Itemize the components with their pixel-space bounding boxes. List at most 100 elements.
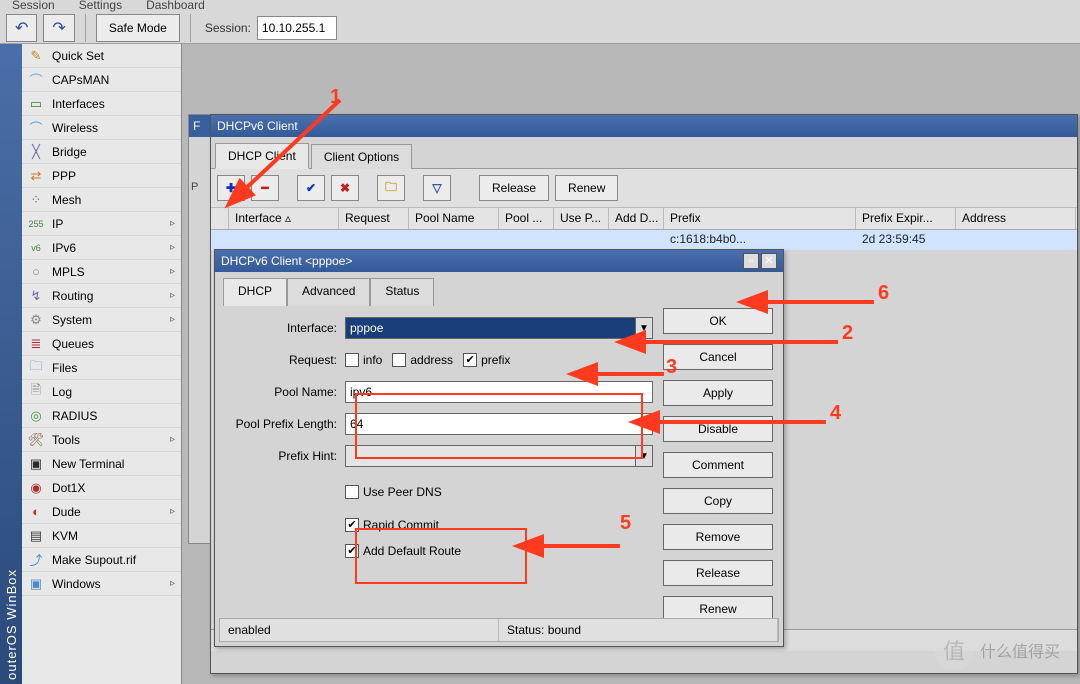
comment-button[interactable]: Comment <box>663 452 773 478</box>
separator <box>85 14 86 42</box>
filter-button[interactable]: ▽ <box>423 175 451 201</box>
column-header[interactable]: Address <box>956 208 1076 229</box>
interface-combo[interactable]: pppoe <box>345 317 636 339</box>
sidebar-item-log[interactable]: 🗎Log <box>22 380 181 404</box>
remove-button[interactable]: ━ <box>251 175 279 201</box>
column-header[interactable] <box>211 208 229 229</box>
cell <box>229 230 339 250</box>
checkbox-rapid-commit[interactable]: ✔ Rapid Commit <box>345 518 439 532</box>
checkbox-use-peer-dns[interactable]: Use Peer DNS <box>345 485 442 499</box>
copy-button[interactable]: Copy <box>663 488 773 514</box>
menu-icon: ⌒ <box>28 120 44 136</box>
sidebar-item-radius[interactable]: ◎RADIUS <box>22 404 181 428</box>
sidebar-item-queues[interactable]: ≣Queues <box>22 332 181 356</box>
sidebar-item-mpls[interactable]: ○MPLS▹ <box>22 260 181 284</box>
submenu-arrow-icon: ▹ <box>170 314 175 325</box>
checkbox-prefix[interactable]: ✔ prefix <box>463 353 510 367</box>
disable-button[interactable]: ✖ <box>331 175 359 201</box>
disable-button[interactable]: Disable <box>663 416 773 442</box>
sidebar-item-files[interactable]: 🗀Files <box>22 356 181 380</box>
submenu-arrow-icon: ▹ <box>170 506 175 517</box>
window-titlebar[interactable]: DHCPv6 Client <box>211 115 1077 137</box>
column-header[interactable]: Pool ... <box>499 208 554 229</box>
sidebar-item-new-terminal[interactable]: ▣New Terminal <box>22 452 181 476</box>
sidebar-item-interfaces[interactable]: ▭Interfaces <box>22 92 181 116</box>
menu-label: Queues <box>52 337 94 351</box>
tab-dhcp[interactable]: DHCP <box>223 278 287 306</box>
safe-mode-button[interactable]: Safe Mode <box>96 14 180 42</box>
sidebar-item-windows[interactable]: ▣Windows▹ <box>22 572 181 596</box>
sidebar-item-capsman[interactable]: ⌒CAPsMAN <box>22 68 181 92</box>
minimize-button[interactable]: ▫ <box>743 253 759 269</box>
menu-icon: ◉ <box>28 480 44 496</box>
sidebar-item-wireless[interactable]: ⌒Wireless <box>22 116 181 140</box>
ok-button[interactable]: OK <box>663 308 773 334</box>
sidebar-item-dude[interactable]: ◐Dude▹ <box>22 500 181 524</box>
sidebar-item-ppp[interactable]: ⇄PPP <box>22 164 181 188</box>
menu-dashboard[interactable]: Dashboard <box>142 0 209 12</box>
dialog-titlebar[interactable]: DHCPv6 Client <pppoe> ▫ ✕ <box>215 250 783 272</box>
tab-status[interactable]: Status <box>370 278 434 306</box>
menu-session[interactable]: Session <box>8 0 59 12</box>
sidebar-item-tools[interactable]: 🛠Tools▹ <box>22 428 181 452</box>
column-header[interactable]: Add D... <box>609 208 664 229</box>
checkbox-icon <box>392 353 406 367</box>
renew-button[interactable]: Renew <box>555 175 618 201</box>
sidebar-item-routing[interactable]: ↯Routing▹ <box>22 284 181 308</box>
status-enabled: enabled <box>220 619 499 641</box>
cancel-button[interactable]: Cancel <box>663 344 773 370</box>
menu-icon: ⌒ <box>28 72 44 88</box>
menu-settings[interactable]: Settings <box>75 0 126 12</box>
checkbox-add-default-route[interactable]: ✔ Add Default Route <box>345 544 461 558</box>
add-button[interactable]: ✚ <box>217 175 245 201</box>
table-row[interactable]: c:1618:b4b0...2d 23:59:45 <box>211 230 1077 250</box>
release-button[interactable]: Release <box>663 560 773 586</box>
session-value[interactable]: 10.10.255.1 <box>257 16 337 40</box>
menu-label: Routing <box>52 289 93 303</box>
main-menu: ✎Quick Set⌒CAPsMAN▭Interfaces⌒Wireless╳B… <box>22 44 181 684</box>
prefix-hint-dropdown-icon[interactable]: ▼ <box>635 445 653 467</box>
column-header[interactable]: Prefix <box>664 208 856 229</box>
close-button[interactable]: ✕ <box>761 253 777 269</box>
checkbox-icon: ✔ <box>345 544 359 558</box>
checkbox-info[interactable]: info <box>345 353 382 367</box>
pool-prefix-length-input[interactable]: 64 <box>345 413 653 435</box>
sidebar-item-ipv6[interactable]: v6IPv6▹ <box>22 236 181 260</box>
sidebar-item-ip[interactable]: 255IP▹ <box>22 212 181 236</box>
workspace: F P DHCPv6 Client DHCP Client Client Opt… <box>182 44 1080 684</box>
sidebar-item-dot1x[interactable]: ◉Dot1X <box>22 476 181 500</box>
column-header[interactable]: Request <box>339 208 409 229</box>
session-label: Session: <box>205 21 251 35</box>
enable-button[interactable]: ✔ <box>297 175 325 201</box>
sidebar-item-kvm[interactable]: ▤KVM <box>22 524 181 548</box>
tab-advanced[interactable]: Advanced <box>287 278 370 306</box>
sidebar-item-mesh[interactable]: ⁘Mesh <box>22 188 181 212</box>
menu-label: New Terminal <box>52 457 124 471</box>
sidebar-item-system[interactable]: ⚙System▹ <box>22 308 181 332</box>
sidebar-item-make-supout-rif[interactable]: ⤴Make Supout.rif <box>22 548 181 572</box>
menu-icon: ▤ <box>28 528 44 544</box>
cell: c:1618:b4b0... <box>664 230 856 250</box>
interface-dropdown-icon[interactable]: ▼ <box>635 317 653 339</box>
sidebar-item-quick-set[interactable]: ✎Quick Set <box>22 44 181 68</box>
comment-button[interactable]: 🗀 <box>377 175 405 201</box>
checkbox-address[interactable]: address <box>392 353 453 367</box>
column-header[interactable]: Prefix Expir... <box>856 208 956 229</box>
pool-name-input[interactable]: ipv6 <box>345 381 653 403</box>
column-header[interactable]: Interface ▵ <box>229 208 339 229</box>
tab-dhcp-client[interactable]: DHCP Client <box>215 143 309 169</box>
dialog-title: DHCPv6 Client <pppoe> <box>221 250 352 272</box>
watermark-icon: 值 <box>934 630 974 670</box>
undo-button[interactable]: ↶ <box>6 14 37 42</box>
remove-button[interactable]: Remove <box>663 524 773 550</box>
label-pool-name: Pool Name: <box>225 385 345 399</box>
menu-label: IP <box>52 217 63 231</box>
sidebar-item-bridge[interactable]: ╳Bridge <box>22 140 181 164</box>
prefix-hint-input[interactable] <box>345 445 636 467</box>
tab-client-options[interactable]: Client Options <box>311 144 412 169</box>
column-header[interactable]: Pool Name <box>409 208 499 229</box>
redo-button[interactable]: ↷ <box>43 14 74 42</box>
release-button[interactable]: Release <box>479 175 549 201</box>
column-header[interactable]: Use P... <box>554 208 609 229</box>
apply-button[interactable]: Apply <box>663 380 773 406</box>
